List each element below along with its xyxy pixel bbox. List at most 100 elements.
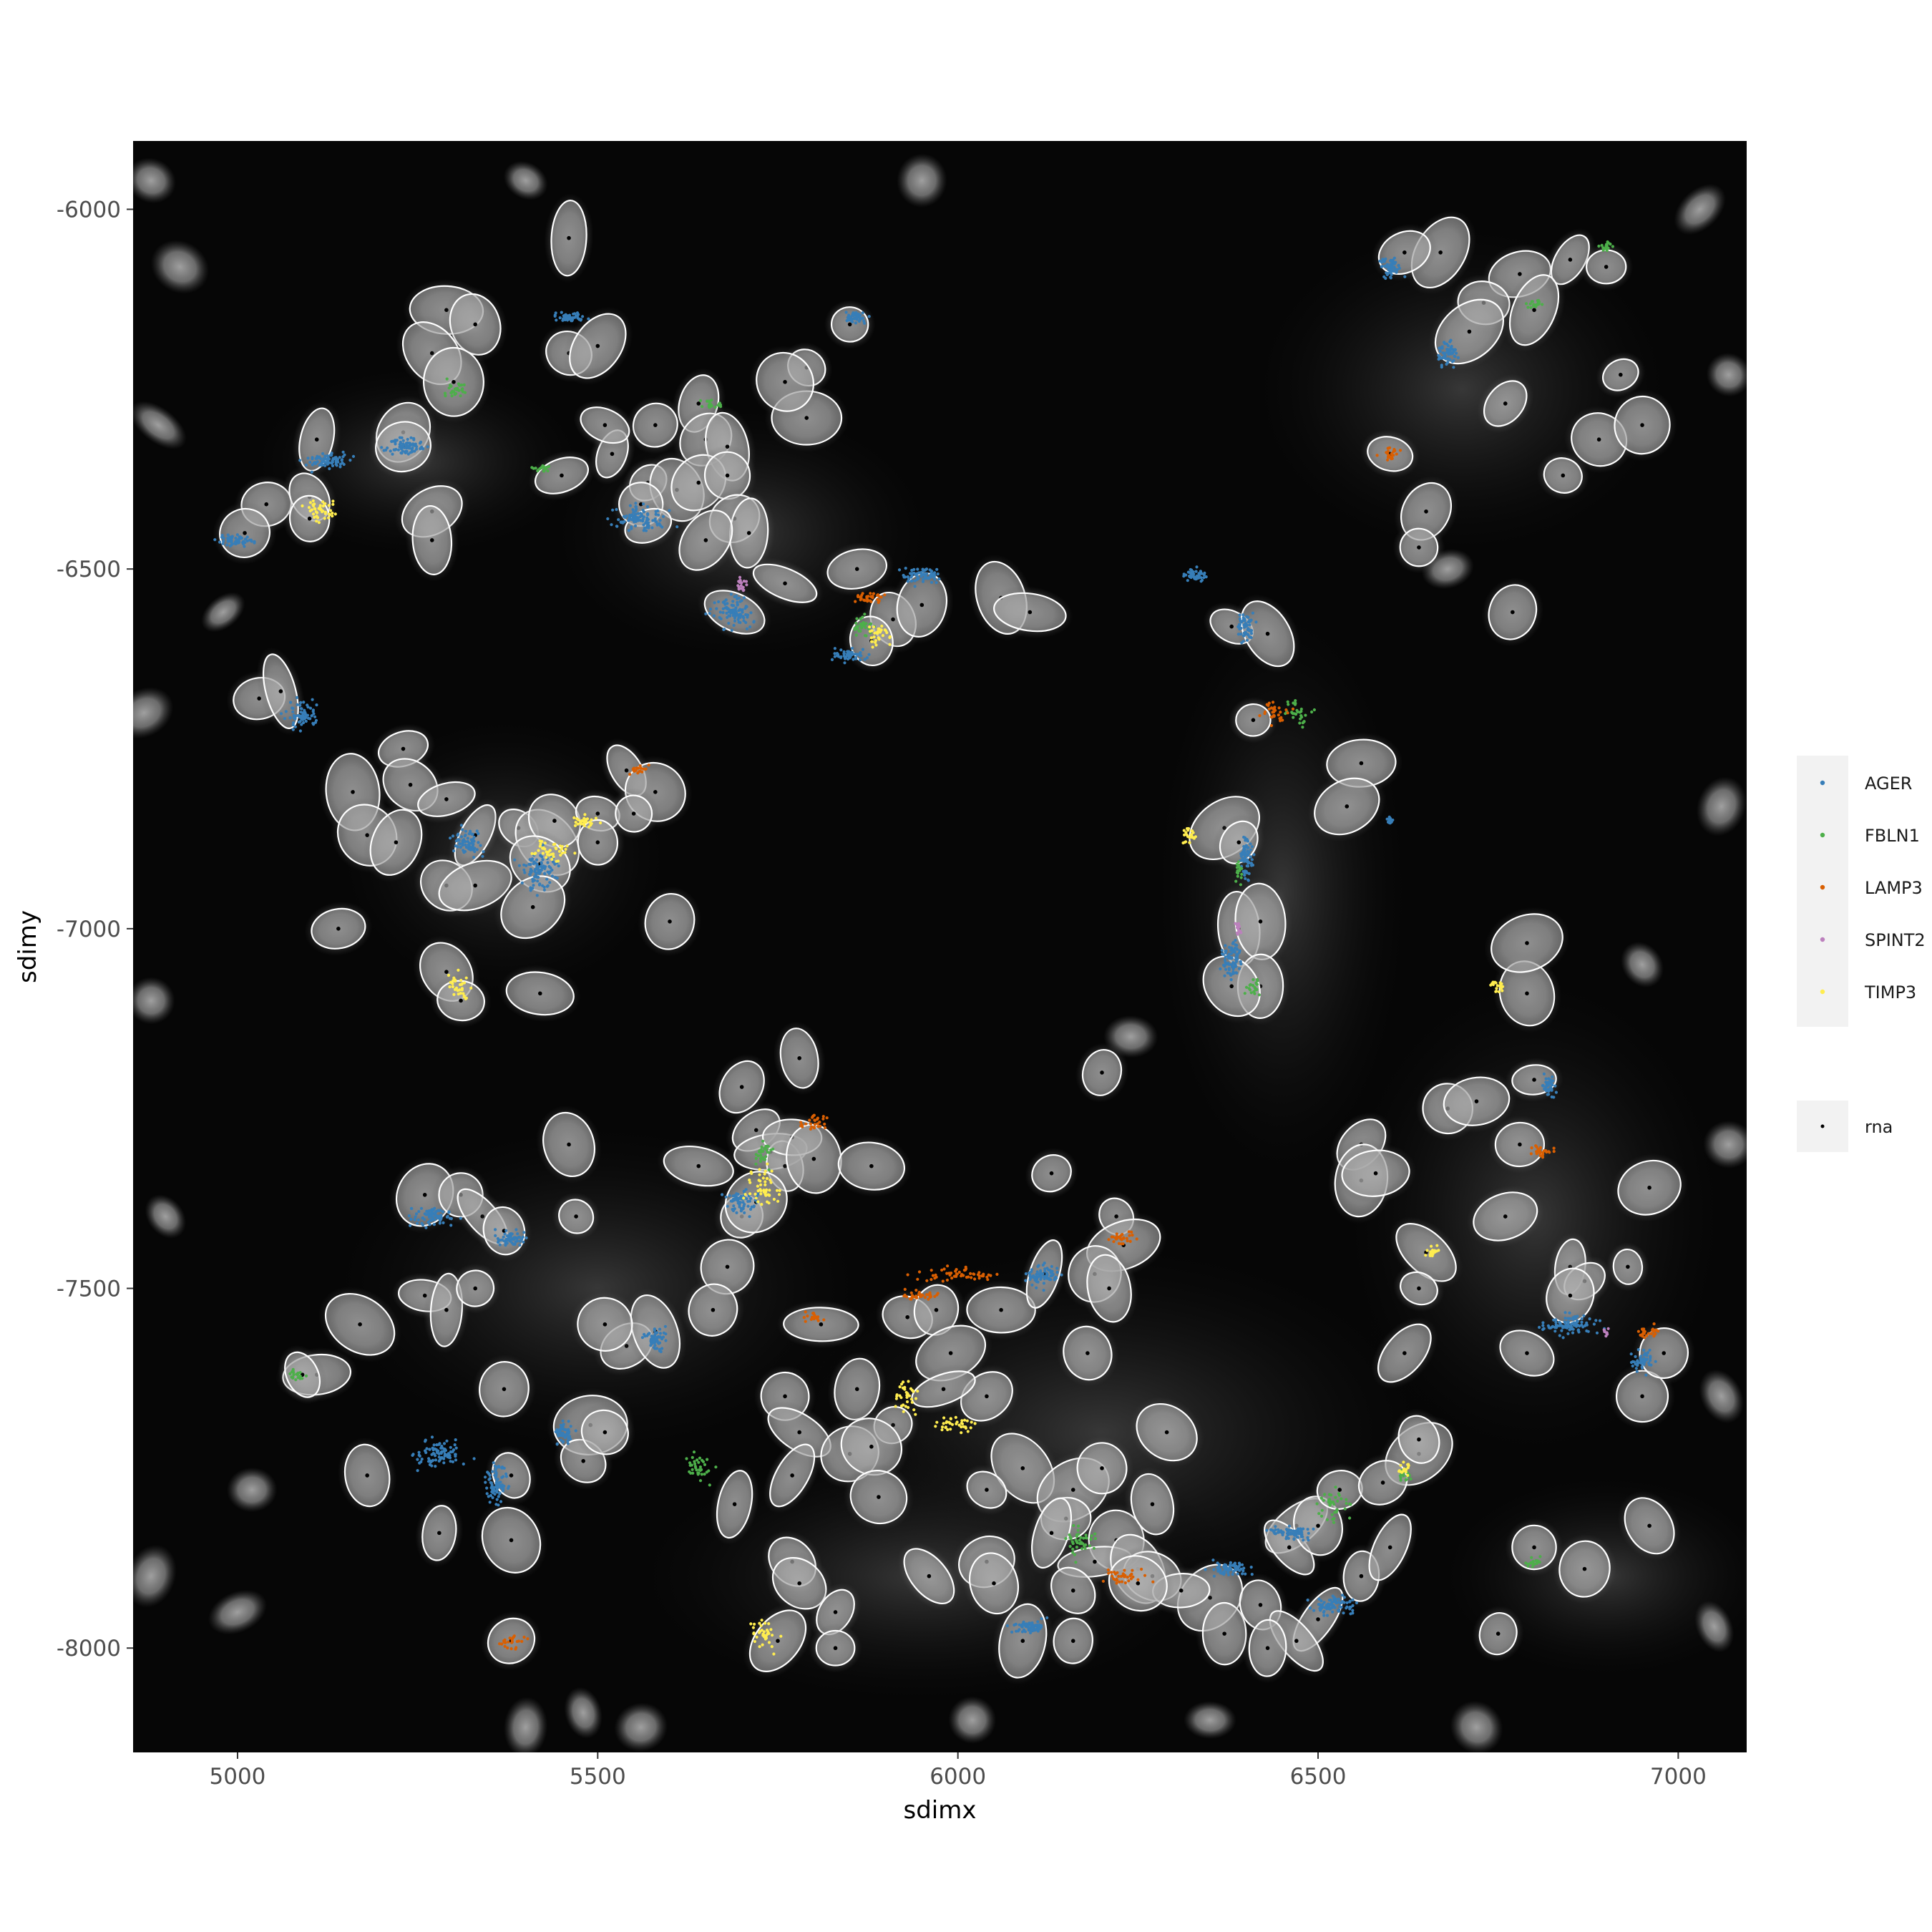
point-ager <box>1022 1628 1026 1631</box>
point-fbln1 <box>700 1473 703 1476</box>
point-ager <box>1351 1609 1355 1612</box>
point-ager <box>862 319 866 323</box>
cell <box>827 1351 887 1427</box>
point-fbln1 <box>703 1473 706 1476</box>
point-lamp3 <box>1386 449 1390 454</box>
point-ager <box>417 1453 421 1457</box>
point-ager <box>1306 1599 1309 1602</box>
point-timp3 <box>452 976 456 980</box>
point-ager <box>535 866 539 869</box>
point-ager <box>302 701 306 704</box>
point-timp3 <box>308 501 312 504</box>
point-timp3 <box>769 1179 772 1182</box>
point-ager <box>1250 858 1254 862</box>
point-ager <box>424 1438 427 1442</box>
point-ager <box>646 517 650 522</box>
point-timp3 <box>1494 990 1498 993</box>
point-ager <box>1294 1533 1297 1536</box>
cell-centroid <box>307 517 312 521</box>
point-ager <box>1312 1527 1315 1531</box>
point-ager <box>855 318 859 321</box>
point-ager <box>420 1458 424 1461</box>
background-nucleus <box>1450 1700 1503 1752</box>
point-ager <box>304 463 308 467</box>
point-ager <box>1227 945 1231 950</box>
point-fbln1 <box>859 617 862 621</box>
point-ager <box>1642 1362 1646 1366</box>
point-timp3 <box>749 1622 753 1626</box>
point-ager <box>560 311 563 314</box>
cell-centroid <box>783 379 787 384</box>
point-ager <box>1249 1566 1253 1569</box>
point-ager <box>726 608 729 611</box>
point-ager <box>1055 1267 1059 1270</box>
point-ager <box>1566 1317 1570 1320</box>
point-ager <box>454 1446 458 1450</box>
point-ager <box>1244 869 1248 873</box>
point-timp3 <box>573 852 577 855</box>
point-ager <box>1224 951 1227 955</box>
point-fbln1 <box>706 1458 709 1461</box>
point-lamp3 <box>865 596 869 600</box>
point-ager <box>536 879 540 883</box>
cell-centroid <box>1345 804 1350 809</box>
point-ager <box>548 881 552 884</box>
cell <box>834 1411 909 1483</box>
cell-centroid <box>1640 1394 1644 1399</box>
cell <box>1123 1466 1181 1542</box>
point-ager <box>306 457 310 460</box>
point-timp3 <box>960 1419 964 1423</box>
point-ager <box>635 507 638 511</box>
cell <box>897 1541 961 1611</box>
point-timp3 <box>759 1183 763 1186</box>
point-ager <box>496 1485 499 1489</box>
point-ager <box>1449 338 1453 342</box>
point-timp3 <box>764 1194 768 1197</box>
point-lamp3 <box>970 1276 973 1279</box>
point-ager <box>461 828 464 831</box>
point-ager <box>615 525 619 528</box>
point-ager <box>642 502 645 506</box>
point-ager <box>318 464 321 467</box>
point-ager <box>421 1223 425 1227</box>
point-ager <box>404 449 408 453</box>
cell <box>1436 1070 1517 1133</box>
point-ager <box>1249 848 1253 852</box>
point-ager <box>847 657 850 661</box>
point-timp3 <box>758 1188 762 1191</box>
point-ager <box>658 1332 663 1335</box>
legend-label-rna: rna <box>1865 1117 1893 1137</box>
point-ager <box>1040 1617 1043 1621</box>
point-ager <box>557 1434 560 1438</box>
point-ager <box>937 577 941 581</box>
point-ager <box>1387 268 1390 272</box>
point-lamp3 <box>1120 1580 1124 1584</box>
point-ager <box>733 1198 736 1202</box>
point-fbln1 <box>864 634 868 638</box>
point-ager <box>1221 963 1226 967</box>
point-ager <box>413 444 416 447</box>
point-ager <box>630 527 633 530</box>
point-ager <box>852 658 855 661</box>
point-ager <box>859 658 862 662</box>
point-lamp3 <box>1106 1568 1110 1572</box>
point-ager <box>1351 1604 1355 1607</box>
point-ager <box>748 1215 751 1219</box>
point-fbln1 <box>1254 988 1257 992</box>
point-ager <box>737 596 741 600</box>
point-fbln1 <box>685 1457 688 1460</box>
point-ager <box>557 864 560 868</box>
point-ager <box>292 721 296 725</box>
point-timp3 <box>1397 1470 1401 1473</box>
point-fbln1 <box>714 1465 718 1469</box>
cell-centroid <box>999 1307 1003 1312</box>
point-ager <box>1385 273 1389 276</box>
point-timp3 <box>327 516 331 519</box>
point-fbln1 <box>1075 1540 1078 1543</box>
point-timp3 <box>881 634 884 638</box>
point-ager <box>656 509 660 513</box>
point-timp3 <box>907 1380 910 1383</box>
background-nucleus <box>145 1194 187 1239</box>
point-ager <box>489 1480 492 1484</box>
point-timp3 <box>950 1423 955 1426</box>
